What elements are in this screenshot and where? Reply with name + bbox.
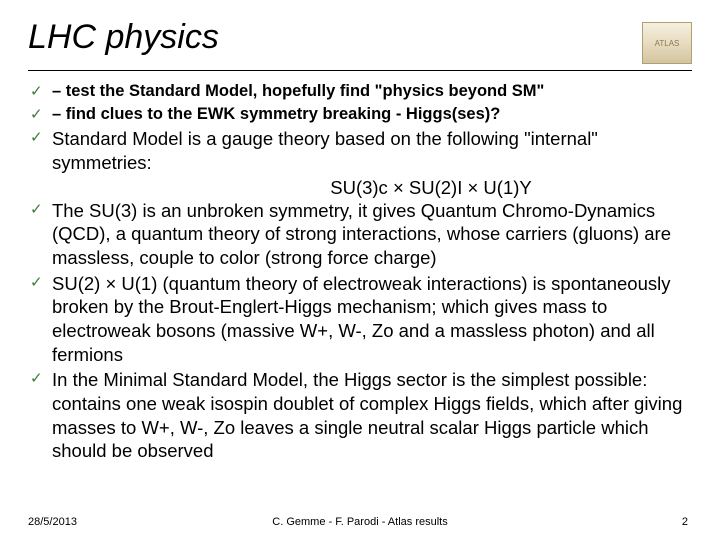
check-icon: ✓ bbox=[30, 199, 52, 219]
bullet-text: The SU(3) is an unbroken symmetry, it gi… bbox=[52, 199, 692, 270]
bullet-body: ✓ The SU(3) is an unbroken symmetry, it … bbox=[30, 199, 692, 270]
check-icon: ✓ bbox=[30, 81, 52, 101]
bullet-bold: ✓ – test the Standard Model, hopefully f… bbox=[30, 81, 692, 102]
bullet-text: In the Minimal Standard Model, the Higgs… bbox=[52, 368, 692, 463]
slide-header: LHC physics ATLAS bbox=[28, 18, 692, 64]
bullet-bold: ✓ – find clues to the EWK symmetry break… bbox=[30, 104, 692, 125]
check-icon: ✓ bbox=[30, 104, 52, 124]
check-icon: ✓ bbox=[30, 127, 52, 147]
formula-line: SU(3)c × SU(2)I × U(1)Y bbox=[30, 177, 692, 199]
slide-body: ✓ – test the Standard Model, hopefully f… bbox=[28, 81, 692, 463]
footer-date: 28/5/2013 bbox=[28, 516, 77, 528]
bullet-text: Standard Model is a gauge theory based o… bbox=[52, 127, 692, 174]
slide-footer: 28/5/2013 C. Gemme - F. Parodi - Atlas r… bbox=[0, 516, 720, 528]
atlas-logo: ATLAS bbox=[642, 22, 692, 64]
slide-container: LHC physics ATLAS ✓ – test the Standard … bbox=[0, 0, 720, 540]
footer-page: 2 bbox=[682, 516, 688, 528]
title-rule bbox=[28, 70, 692, 71]
bullet-body: ✓ In the Minimal Standard Model, the Hig… bbox=[30, 368, 692, 463]
slide-title: LHC physics bbox=[28, 18, 219, 57]
bullet-body: ✓ SU(2) × U(1) (quantum theory of electr… bbox=[30, 272, 692, 367]
check-icon: ✓ bbox=[30, 272, 52, 292]
bullet-text: SU(2) × U(1) (quantum theory of electrow… bbox=[52, 272, 692, 367]
bullet-text: – find clues to the EWK symmetry breakin… bbox=[52, 104, 692, 125]
bullet-text: – test the Standard Model, hopefully fin… bbox=[52, 81, 692, 102]
footer-authors: C. Gemme - F. Parodi - Atlas results bbox=[272, 516, 447, 528]
logo-text: ATLAS bbox=[655, 39, 680, 48]
check-icon: ✓ bbox=[30, 368, 52, 388]
bullet-body: ✓ Standard Model is a gauge theory based… bbox=[30, 127, 692, 174]
